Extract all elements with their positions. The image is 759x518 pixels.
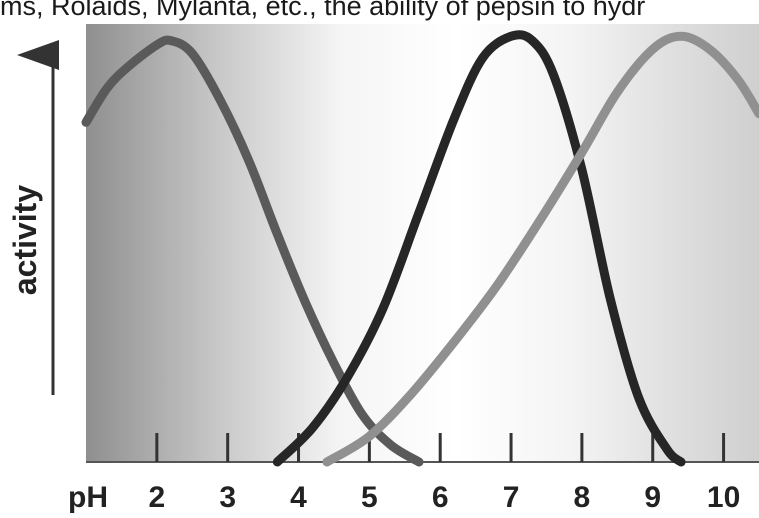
activity-curve-2 [272, 30, 686, 467]
x-tick-label-3: 3 [219, 481, 236, 514]
x-tick-label-4: 4 [290, 481, 307, 514]
x-tick-label-8: 8 [574, 481, 591, 514]
x-tick-label-5: 5 [361, 481, 378, 514]
activity-curve-3 [322, 31, 759, 467]
activity-curves [81, 30, 759, 467]
x-tick-label-9: 9 [644, 481, 661, 514]
y-axis-label: activity [7, 185, 43, 295]
activity-curve-1 [81, 35, 424, 467]
x-tick-label-2: 2 [148, 481, 165, 514]
plot-background [86, 24, 759, 462]
x-tick-label-7: 7 [503, 481, 520, 514]
cropped-caption-text: ms, Rolaids, Mylanta, etc., the ability … [0, 0, 646, 21]
x-tick-label-10: 10 [707, 481, 740, 514]
x-axis-label: pH [68, 481, 108, 514]
x-axis-tick-labels: 2 3 4 5 6 7 8 9 10 [148, 481, 740, 514]
x-tick-label-6: 6 [432, 481, 449, 514]
